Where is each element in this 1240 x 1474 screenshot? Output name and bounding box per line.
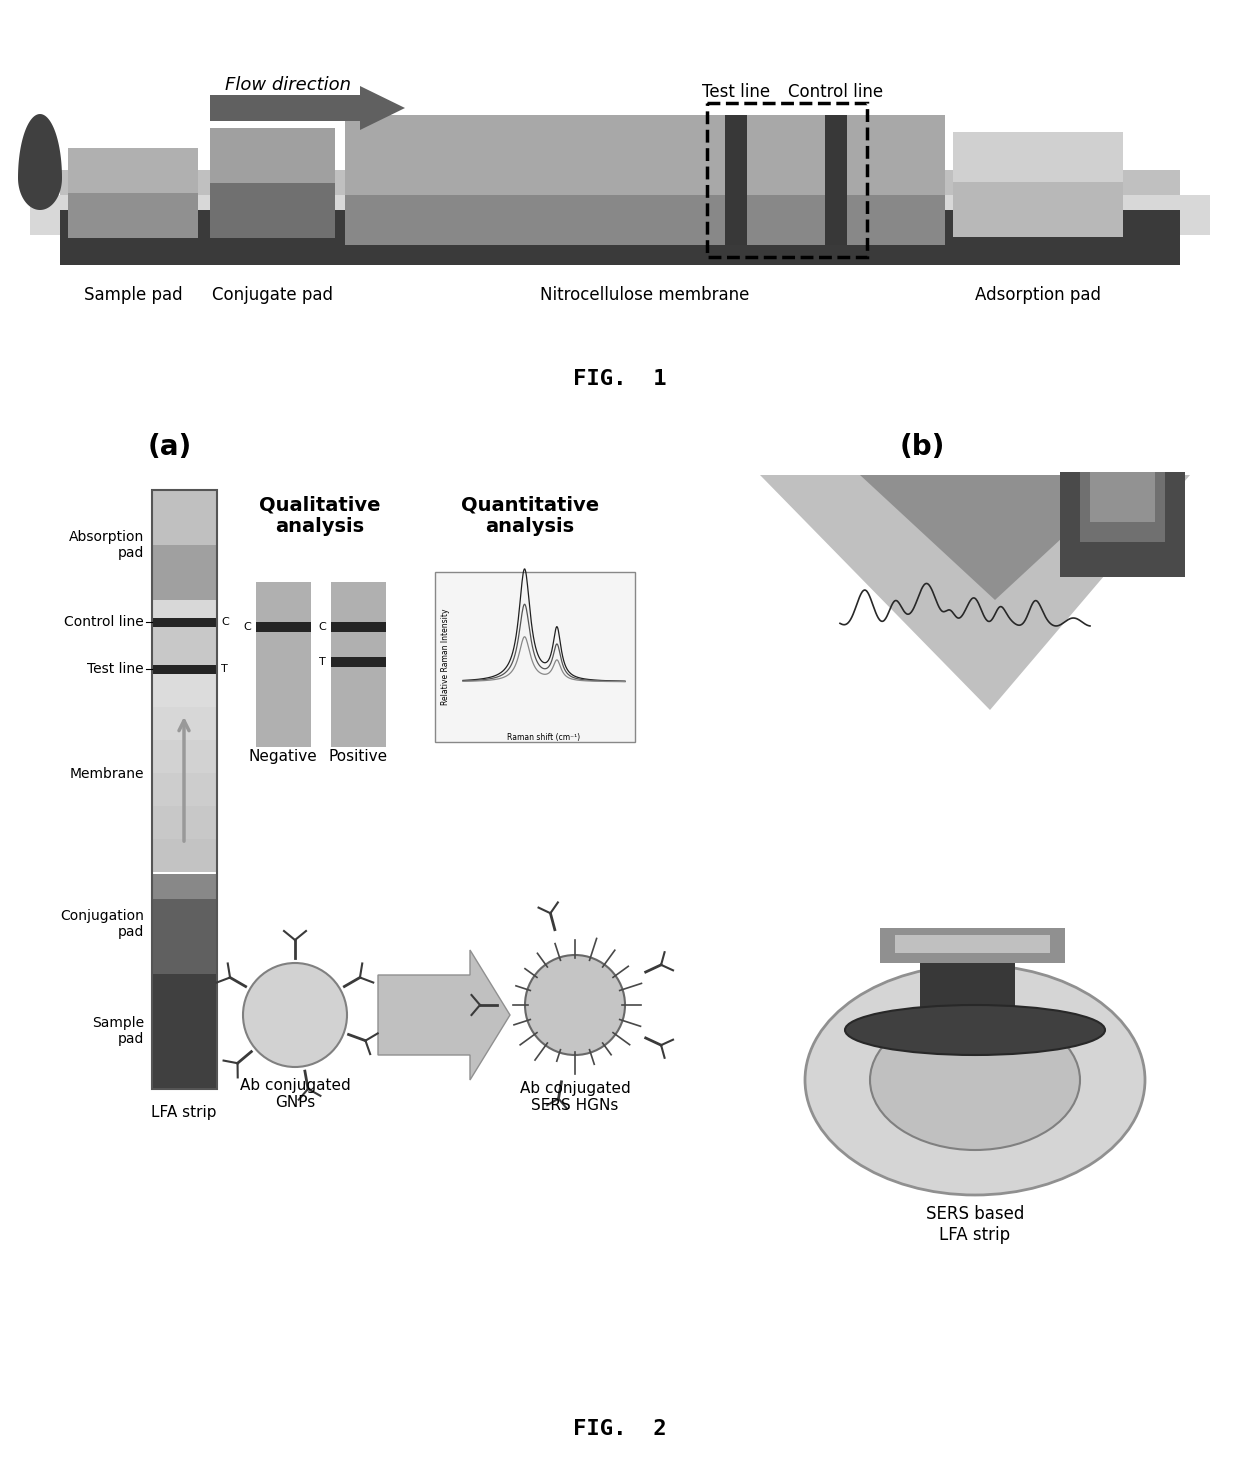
Text: Qualitative
analysis: Qualitative analysis <box>259 495 381 537</box>
Bar <box>153 674 217 708</box>
Bar <box>331 582 386 747</box>
Ellipse shape <box>844 1005 1105 1055</box>
Bar <box>895 935 1050 954</box>
Bar <box>210 94 360 121</box>
Text: Nitrocellulose membrane: Nitrocellulose membrane <box>541 286 750 304</box>
Bar <box>255 582 311 747</box>
Text: Control line: Control line <box>64 615 144 629</box>
Bar <box>153 772 217 806</box>
Bar <box>153 489 217 1089</box>
Bar <box>153 874 217 974</box>
Bar <box>153 806 217 839</box>
Bar <box>930 1010 1004 1038</box>
Text: Sample pad: Sample pad <box>83 286 182 304</box>
Polygon shape <box>378 951 510 1080</box>
Bar <box>153 874 217 899</box>
Text: Membrane: Membrane <box>69 766 144 781</box>
Bar <box>153 489 217 545</box>
Text: (a): (a) <box>148 433 192 461</box>
Bar <box>954 133 1123 237</box>
Text: Quantitative
analysis: Quantitative analysis <box>461 495 599 537</box>
Text: C: C <box>319 622 326 632</box>
Ellipse shape <box>805 965 1145 1195</box>
Text: C: C <box>243 622 250 632</box>
Bar <box>345 195 945 245</box>
Text: Positive: Positive <box>329 749 388 764</box>
Polygon shape <box>360 85 405 130</box>
Bar <box>60 170 1180 245</box>
Bar <box>920 955 1016 1010</box>
Bar <box>153 618 217 626</box>
Polygon shape <box>861 475 1130 600</box>
Bar <box>68 147 198 193</box>
Bar <box>153 839 217 873</box>
Text: T: T <box>319 657 326 668</box>
Bar <box>153 740 217 772</box>
Bar <box>210 128 335 183</box>
Text: Sample
pad: Sample pad <box>92 1016 144 1047</box>
Bar <box>707 103 867 256</box>
Bar <box>153 489 217 600</box>
Polygon shape <box>760 475 1190 710</box>
Bar <box>30 195 1210 234</box>
Text: Relative Raman Intensity: Relative Raman Intensity <box>440 609 449 705</box>
Circle shape <box>525 955 625 1055</box>
Bar <box>880 929 1065 963</box>
Bar <box>153 974 217 1089</box>
Text: FIG.  2: FIG. 2 <box>573 1419 667 1439</box>
Bar <box>153 626 217 665</box>
Bar <box>954 133 1123 181</box>
Bar <box>435 572 635 741</box>
Bar <box>331 657 386 668</box>
Text: Control line: Control line <box>789 83 884 102</box>
Bar <box>153 600 217 618</box>
Ellipse shape <box>870 1010 1080 1150</box>
Text: Absorption
pad: Absorption pad <box>68 529 144 560</box>
Text: (b): (b) <box>900 433 945 461</box>
Text: LFA strip: LFA strip <box>151 1106 217 1120</box>
Text: Adsorption pad: Adsorption pad <box>975 286 1101 304</box>
Text: SERS based
LFA strip: SERS based LFA strip <box>926 1206 1024 1244</box>
Text: Ab conjugated
GNPs: Ab conjugated GNPs <box>239 1077 351 1110</box>
Bar <box>255 622 311 632</box>
Bar <box>60 209 1180 265</box>
Text: FIG.  1: FIG. 1 <box>573 368 667 389</box>
Text: Test line: Test line <box>702 83 770 102</box>
Text: T: T <box>221 663 228 674</box>
Bar <box>825 115 847 245</box>
Bar <box>210 128 335 237</box>
Polygon shape <box>19 113 62 209</box>
Circle shape <box>243 963 347 1067</box>
Bar <box>68 147 198 237</box>
Bar <box>1080 472 1166 542</box>
Text: Test line: Test line <box>87 662 144 677</box>
Bar <box>153 665 217 674</box>
Bar <box>1060 472 1185 576</box>
Text: Conjugate pad: Conjugate pad <box>212 286 332 304</box>
Bar <box>725 115 746 245</box>
Text: Negative: Negative <box>249 749 317 764</box>
Bar <box>331 622 386 632</box>
Bar <box>345 115 945 245</box>
Bar <box>153 708 217 740</box>
Text: C: C <box>221 618 228 626</box>
Text: Conjugation
pad: Conjugation pad <box>60 909 144 939</box>
Text: Flow direction: Flow direction <box>224 77 351 94</box>
Bar <box>1090 472 1154 522</box>
Text: Ab conjugated
SERS HGNs: Ab conjugated SERS HGNs <box>520 1080 630 1113</box>
Text: Raman shift (cm⁻¹): Raman shift (cm⁻¹) <box>507 733 580 741</box>
